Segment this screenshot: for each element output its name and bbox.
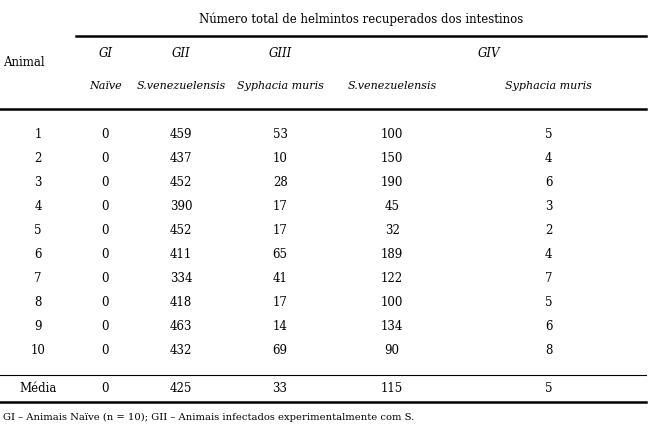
Text: 8: 8 — [34, 296, 42, 309]
Text: 5: 5 — [34, 224, 42, 237]
Text: 0: 0 — [101, 319, 109, 333]
Text: S.venezuelensis: S.venezuelensis — [347, 81, 437, 91]
Text: 45: 45 — [385, 200, 399, 213]
Text: 0: 0 — [101, 224, 109, 237]
Text: 90: 90 — [385, 344, 399, 356]
Text: 4: 4 — [545, 152, 552, 165]
Text: GIII: GIII — [268, 47, 292, 60]
Text: 9: 9 — [34, 319, 42, 333]
Text: 134: 134 — [381, 319, 403, 333]
Text: 5: 5 — [545, 296, 552, 309]
Text: 432: 432 — [170, 344, 192, 356]
Text: 390: 390 — [170, 200, 192, 213]
Text: 69: 69 — [273, 344, 287, 356]
Text: 0: 0 — [101, 248, 109, 261]
Text: GIV: GIV — [478, 47, 501, 60]
Text: 150: 150 — [381, 152, 403, 165]
Text: Número total de helmintos recuperados dos intestinos: Número total de helmintos recuperados do… — [198, 12, 523, 26]
Text: 5: 5 — [545, 128, 552, 141]
Text: 10: 10 — [273, 152, 287, 165]
Text: Syphacia muris: Syphacia muris — [505, 81, 592, 91]
Text: 0: 0 — [101, 200, 109, 213]
Text: 0: 0 — [101, 176, 109, 189]
Text: GI: GI — [98, 47, 113, 60]
Text: 437: 437 — [170, 152, 192, 165]
Text: 3: 3 — [34, 176, 42, 189]
Text: 28: 28 — [273, 176, 287, 189]
Text: 418: 418 — [170, 296, 192, 309]
Text: 3: 3 — [545, 200, 552, 213]
Text: 189: 189 — [381, 248, 403, 261]
Text: 14: 14 — [273, 319, 287, 333]
Text: 32: 32 — [385, 224, 399, 237]
Text: 452: 452 — [170, 224, 192, 237]
Text: 6: 6 — [545, 319, 552, 333]
Text: 65: 65 — [273, 248, 287, 261]
Text: 5: 5 — [545, 381, 552, 394]
Text: 4: 4 — [545, 248, 552, 261]
Text: 17: 17 — [273, 296, 287, 309]
Text: Média: Média — [19, 381, 57, 394]
Text: 17: 17 — [273, 224, 287, 237]
Text: 0: 0 — [101, 272, 109, 285]
Text: 8: 8 — [545, 344, 552, 356]
Text: 459: 459 — [170, 128, 192, 141]
Text: 7: 7 — [545, 272, 552, 285]
Text: GI – Animais Naïve (n = 10); GII – Animais infectados experimentalmente com S.: GI – Animais Naïve (n = 10); GII – Anima… — [3, 412, 415, 421]
Text: 463: 463 — [170, 319, 192, 333]
Text: 4: 4 — [34, 200, 42, 213]
Text: 0: 0 — [101, 296, 109, 309]
Text: 411: 411 — [170, 248, 192, 261]
Text: 10: 10 — [30, 344, 45, 356]
Text: 17: 17 — [273, 200, 287, 213]
Text: 334: 334 — [170, 272, 192, 285]
Text: 2: 2 — [34, 152, 42, 165]
Text: 7: 7 — [34, 272, 42, 285]
Text: 6: 6 — [545, 176, 552, 189]
Text: 0: 0 — [101, 152, 109, 165]
Text: GII: GII — [172, 47, 190, 60]
Text: Syphacia muris: Syphacia muris — [237, 81, 324, 91]
Text: 100: 100 — [381, 128, 403, 141]
Text: 425: 425 — [170, 381, 192, 394]
Text: 2: 2 — [545, 224, 552, 237]
Text: 6: 6 — [34, 248, 42, 261]
Text: 0: 0 — [101, 128, 109, 141]
Text: 190: 190 — [381, 176, 403, 189]
Text: 100: 100 — [381, 296, 403, 309]
Text: 452: 452 — [170, 176, 192, 189]
Text: 33: 33 — [273, 381, 287, 394]
Text: 0: 0 — [101, 344, 109, 356]
Text: S.venezuelensis: S.venezuelensis — [136, 81, 226, 91]
Text: Animal: Animal — [3, 56, 45, 69]
Text: 53: 53 — [273, 128, 287, 141]
Text: 115: 115 — [381, 381, 403, 394]
Text: 122: 122 — [381, 272, 403, 285]
Text: 0: 0 — [101, 381, 109, 394]
Text: 41: 41 — [273, 272, 287, 285]
Text: 1: 1 — [34, 128, 42, 141]
Text: Naïve: Naïve — [89, 81, 122, 91]
